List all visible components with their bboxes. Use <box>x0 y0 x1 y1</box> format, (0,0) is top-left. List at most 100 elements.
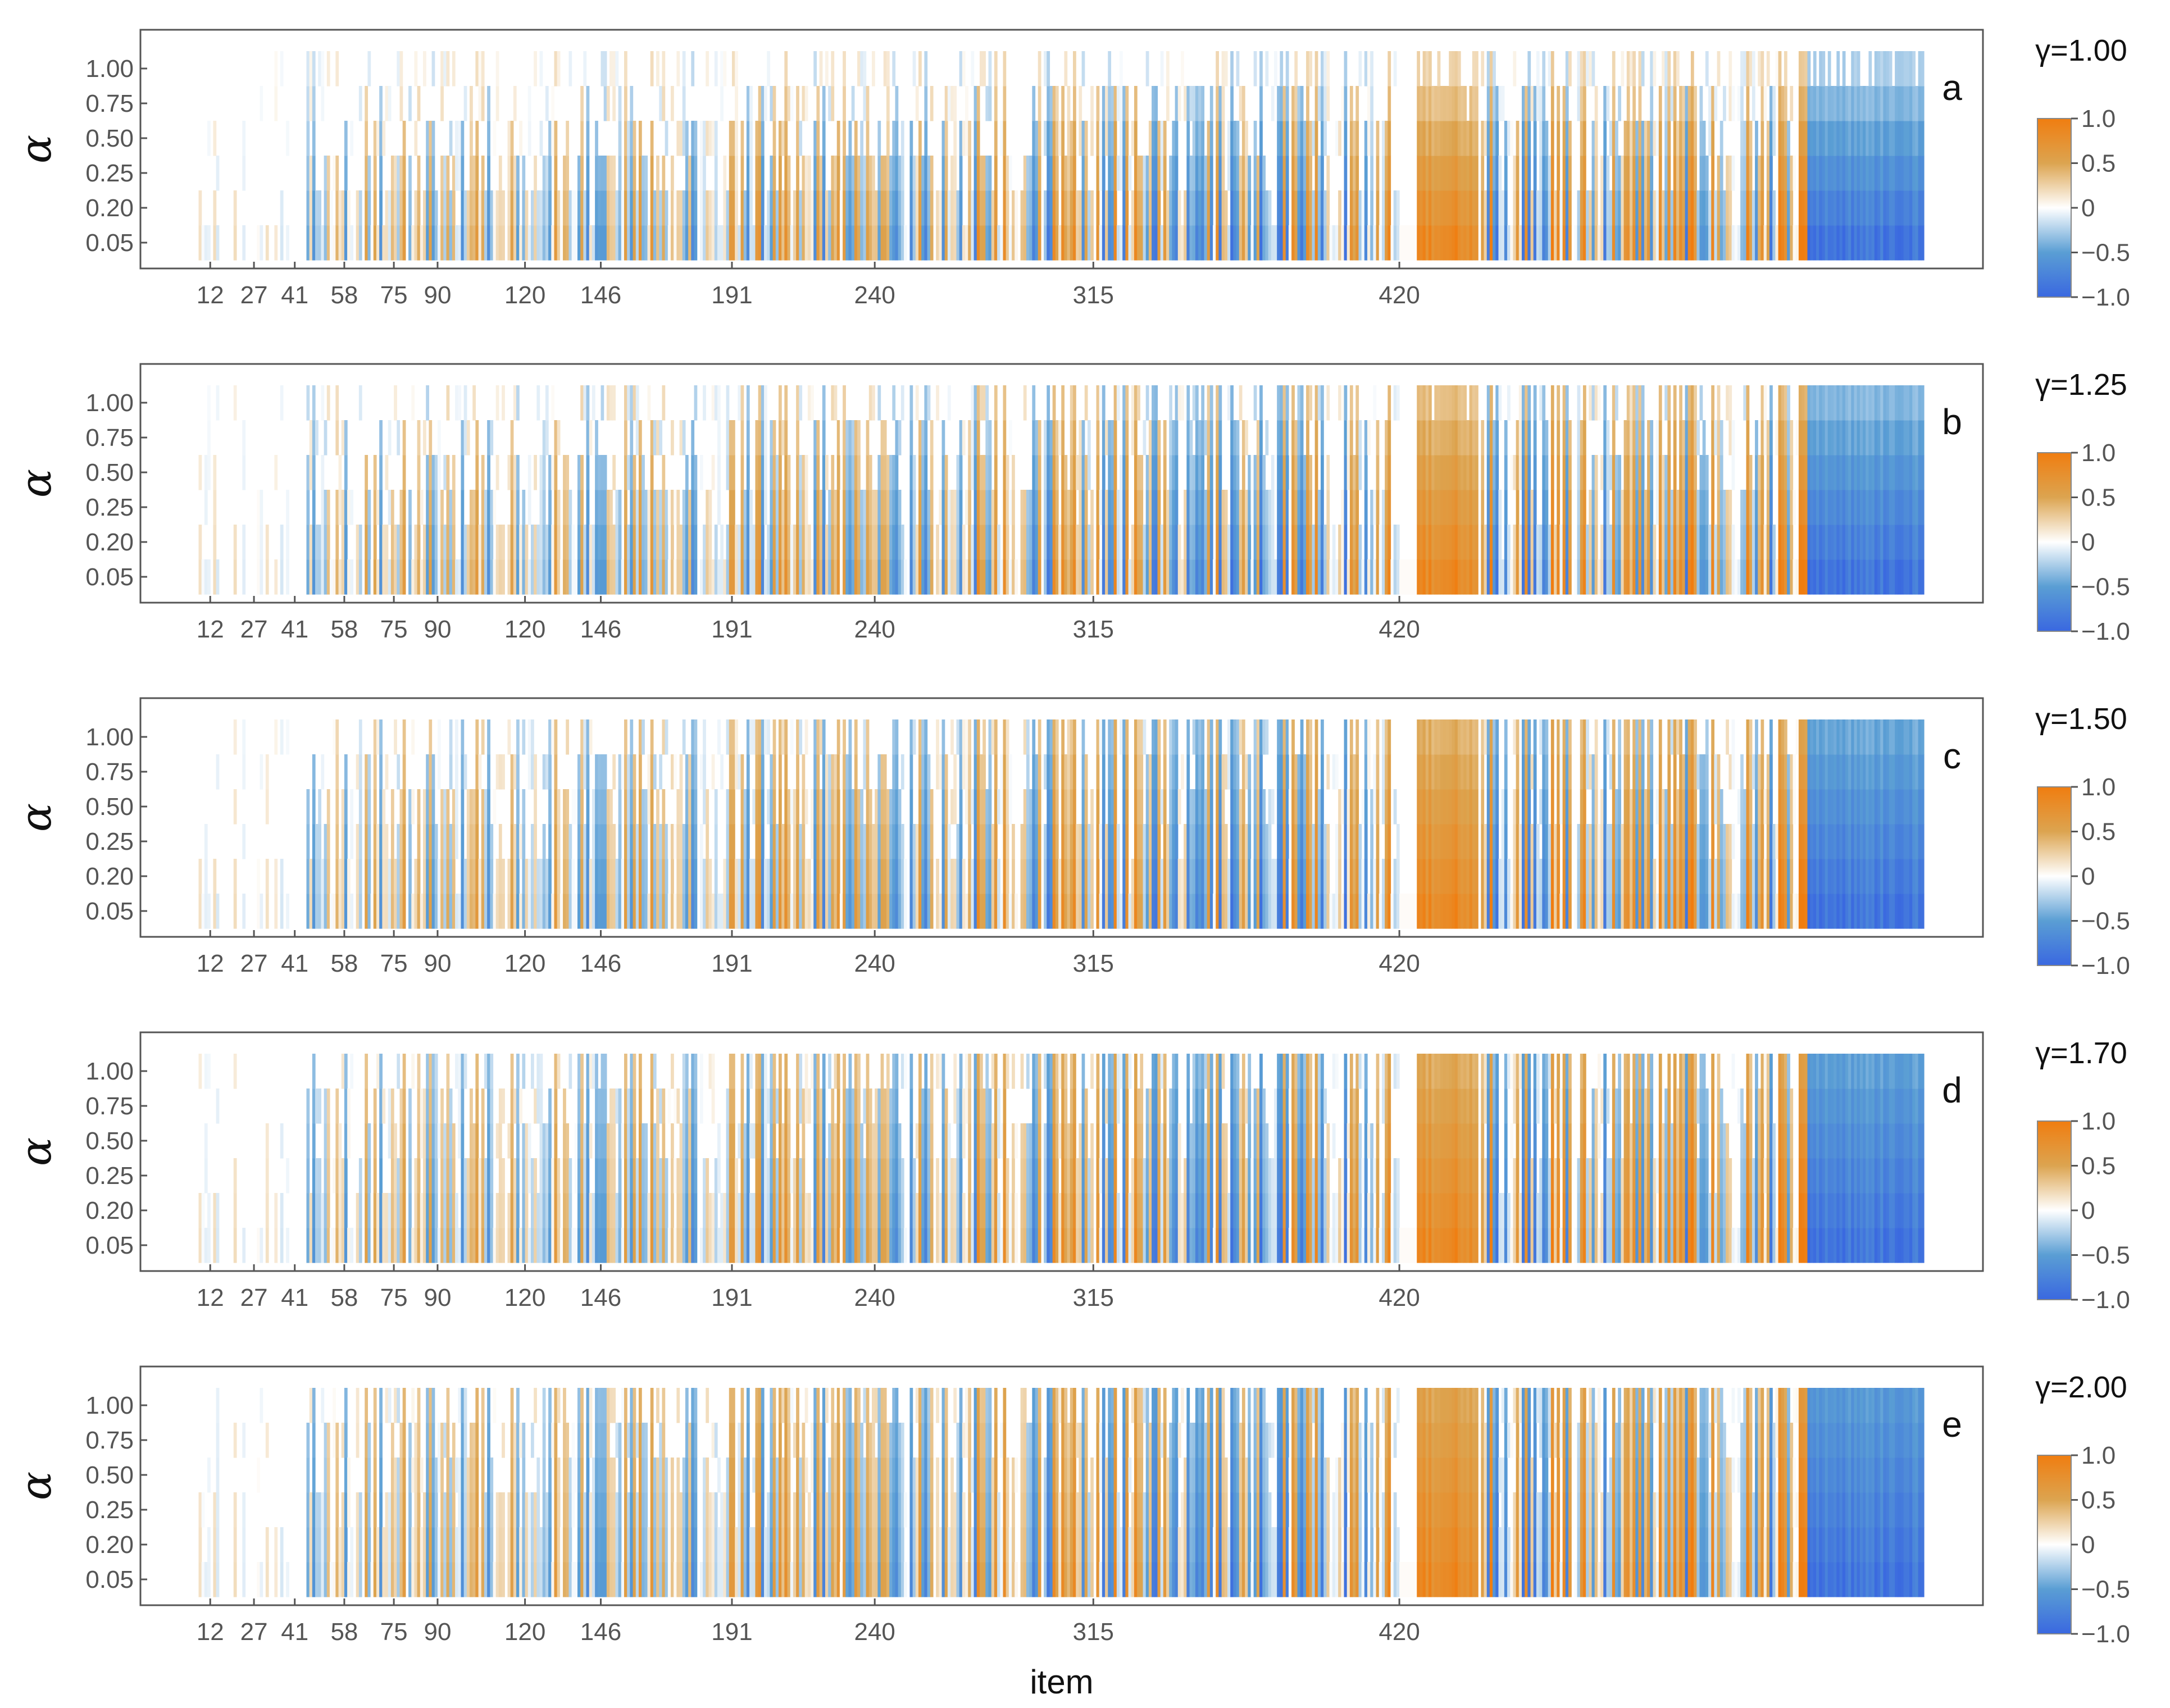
heatmap-cell <box>1056 525 1059 560</box>
heatmap-cell <box>1207 190 1211 226</box>
heatmap-cell <box>1385 525 1388 560</box>
heatmap-cell <box>1082 455 1085 490</box>
heatmap-cell <box>1056 190 1059 226</box>
heatmap-cell <box>1315 559 1318 595</box>
heatmap-cell <box>1700 385 1703 421</box>
heatmap-cell <box>1218 385 1222 421</box>
heatmap-cell <box>1061 525 1064 560</box>
heatmap-cell <box>1490 385 1493 421</box>
heatmap-cell <box>1708 121 1712 156</box>
heatmap-cell <box>234 859 237 894</box>
heatmap-cell <box>554 559 557 595</box>
heatmap-cell <box>1472 525 1476 560</box>
heatmap-cell <box>662 525 665 560</box>
heatmap-cell <box>388 490 392 525</box>
heatmap-cell <box>487 859 490 894</box>
heatmap-cell <box>1330 225 1333 261</box>
heatmap-cell <box>327 894 330 929</box>
heatmap-cell <box>982 559 986 595</box>
heatmap-cell <box>449 719 453 755</box>
heatmap-cell <box>400 86 403 121</box>
heatmap-cell <box>1886 490 1890 525</box>
heatmap-cell <box>344 525 348 560</box>
heatmap-cell <box>712 455 715 490</box>
heatmap-cell <box>648 525 651 560</box>
heatmap-cell <box>435 859 438 894</box>
heatmap-cell <box>516 156 520 191</box>
heatmap-cell <box>720 51 724 86</box>
heatmap-cell <box>860 490 863 525</box>
heatmap-cell <box>1426 156 1429 191</box>
heatmap-cell <box>266 894 269 929</box>
heatmap-cell <box>312 190 316 226</box>
heatmap-cell <box>688 525 692 560</box>
heatmap-cell <box>1760 559 1764 595</box>
heatmap-cell <box>1787 490 1790 525</box>
heatmap-cell <box>773 86 776 121</box>
heatmap-cell <box>1079 559 1082 595</box>
heatmap-cell <box>1534 225 1537 261</box>
heatmap-cell <box>385 859 389 894</box>
heatmap-cell <box>379 754 383 790</box>
heatmap-cell <box>924 559 927 595</box>
heatmap-cell <box>1426 490 1429 525</box>
heatmap-cell <box>656 190 659 226</box>
heatmap-cell <box>1323 121 1327 156</box>
heatmap-cell <box>234 559 237 595</box>
heatmap-cell <box>770 420 773 456</box>
heatmap-cell <box>965 559 968 595</box>
heatmap-cell <box>1872 455 1875 490</box>
heatmap-cell <box>1050 86 1053 121</box>
heatmap-cell <box>968 455 971 490</box>
heatmap-cell <box>936 385 939 421</box>
heatmap-cell <box>257 859 260 894</box>
heatmap-cell <box>1420 490 1423 525</box>
heatmap-cell <box>1149 121 1152 156</box>
heatmap-cell <box>1845 455 1849 490</box>
heatmap-cell <box>1429 121 1432 156</box>
heatmap-cell <box>671 490 674 525</box>
heatmap-cell <box>429 559 432 595</box>
heatmap-cell <box>1181 225 1184 261</box>
heatmap-cell <box>260 754 263 790</box>
heatmap-cell <box>1250 225 1254 261</box>
heatmap-cell <box>1429 420 1432 456</box>
heatmap-cell <box>659 225 662 261</box>
heatmap-cell <box>1475 86 1478 121</box>
heatmap-cell <box>1280 121 1283 156</box>
heatmap-cell <box>1207 156 1211 191</box>
heatmap-cell <box>779 225 782 261</box>
heatmap-cell <box>1429 455 1432 490</box>
heatmap-cell <box>860 190 863 226</box>
heatmap-cell <box>333 225 336 261</box>
heatmap-cell <box>1662 455 1665 490</box>
heatmap-cell <box>805 490 808 525</box>
heatmap-cell <box>820 490 823 525</box>
heatmap-cell <box>342 225 345 261</box>
heatmap-cell <box>1909 420 1913 456</box>
heatmap-cell <box>805 190 808 226</box>
heatmap-cell <box>1254 190 1257 226</box>
heatmap-cell <box>327 156 330 191</box>
heatmap-cell <box>1122 455 1126 490</box>
heatmap-cell <box>1781 455 1785 490</box>
heatmap-cell <box>1682 490 1685 525</box>
heatmap-cell <box>945 490 948 525</box>
heatmap-cell <box>242 754 245 790</box>
heatmap-cell <box>1315 420 1318 456</box>
heatmap-cell <box>820 559 823 595</box>
heatmap-cell <box>1487 525 1490 560</box>
heatmap-cell <box>758 121 762 156</box>
heatmap-cell <box>685 121 689 156</box>
heatmap-cell <box>1877 559 1881 595</box>
heatmap-cell <box>636 420 639 456</box>
heatmap-cell <box>974 490 977 525</box>
heatmap-cell <box>1085 190 1088 226</box>
heatmap-cell <box>1810 190 1814 226</box>
heatmap-cell <box>755 525 758 560</box>
heatmap-cell <box>1186 86 1190 121</box>
heatmap-cell <box>1259 420 1263 456</box>
heatmap-cell <box>1673 225 1677 261</box>
heatmap-cell <box>577 490 581 525</box>
heatmap-cell <box>607 156 610 191</box>
